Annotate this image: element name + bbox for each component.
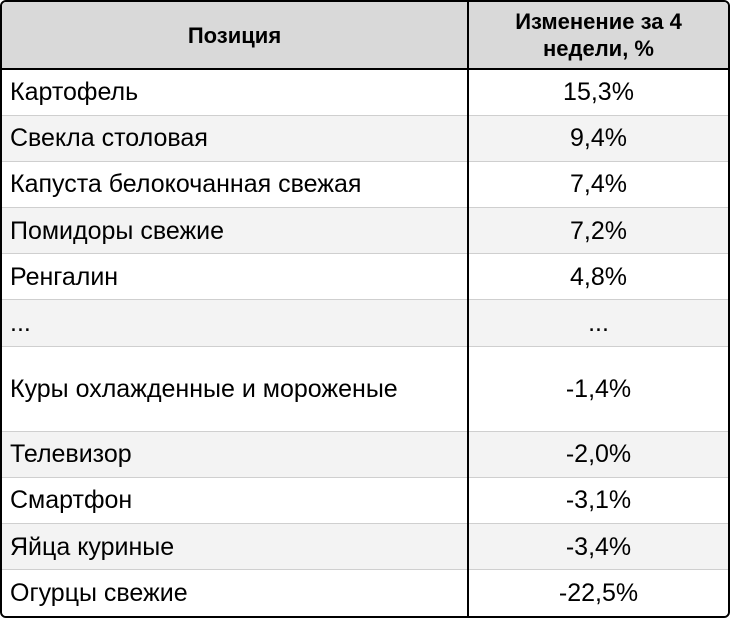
cell-change: -3,4% [467,523,728,570]
table-row: Смартфон -3,1% [2,476,728,524]
cell-change: 7,4% [467,160,728,208]
table-body: Картофель 15,3% Свекла столовая 9,4% Кап… [2,68,728,616]
cell-change: -2,0% [467,430,728,478]
header-row: Позиция Изменение за 4 недели, % [2,2,728,70]
header-change: Изменение за 4 недели, % [467,2,728,70]
cell-change: -1,4% [467,345,728,432]
header-position: Позиция [2,2,468,70]
cell-change: 9,4% [467,114,728,162]
table-row: Капуста белокочанная свежая 7,4% [2,160,728,208]
cell-position: Картофель [2,68,468,116]
cell-change: ... [467,299,728,347]
table-row: Куры охлажденные и мороженые -1,4% [2,345,728,432]
cell-change: 4,8% [467,253,728,300]
cell-change: -3,1% [467,476,728,524]
cell-position: Яйца куриные [2,523,468,570]
table-row: Яйца куриные -3,4% [2,523,728,570]
table-row: Свекла столовая 9,4% [2,114,728,162]
cell-position: Огурцы свежие [2,569,468,616]
cell-change: 15,3% [467,68,728,116]
cell-position: Ренгалин [2,253,468,300]
cell-position: Смартфон [2,476,468,524]
table-row: Помидоры свежие 7,2% [2,207,728,254]
cell-change: -22,5% [467,569,728,616]
table-header: Позиция Изменение за 4 недели, % [2,2,728,70]
cell-position: Капуста белокочанная свежая [2,160,468,208]
cell-position: Телевизор [2,430,468,478]
cell-position: Помидоры свежие [2,207,468,254]
cell-change: 7,2% [467,207,728,254]
cell-position: Свекла столовая [2,114,468,162]
table-row: ... ... [2,299,728,347]
table-row: Огурцы свежие -22,5% [2,569,728,616]
table-row: Ренгалин 4,8% [2,253,728,300]
cell-position: Куры охлажденные и мороженые [2,345,468,432]
table-row: Картофель 15,3% [2,68,728,116]
cell-position: ... [2,299,468,347]
table-row: Телевизор -2,0% [2,430,728,478]
